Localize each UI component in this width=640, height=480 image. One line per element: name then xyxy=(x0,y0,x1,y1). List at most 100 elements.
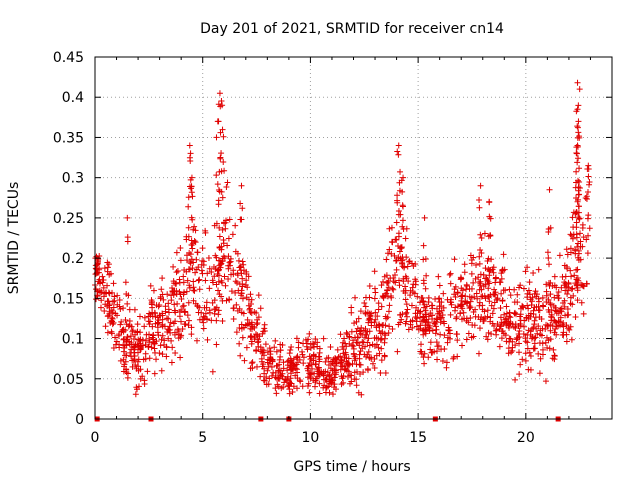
data-point xyxy=(436,282,443,289)
data-point xyxy=(399,188,406,195)
data-point xyxy=(221,273,228,280)
data-point xyxy=(244,321,251,328)
data-point xyxy=(164,329,171,336)
data-point xyxy=(500,251,507,258)
data-point xyxy=(451,291,458,298)
data-point xyxy=(230,271,237,278)
data-point xyxy=(461,269,468,276)
data-point xyxy=(503,338,510,345)
data-point xyxy=(563,246,570,253)
data-point xyxy=(186,154,193,161)
data-point xyxy=(574,159,581,166)
data-point xyxy=(202,229,209,236)
data-point xyxy=(350,343,357,350)
data-point xyxy=(194,249,201,256)
data-point xyxy=(418,341,425,348)
data-point xyxy=(498,290,505,297)
data-point xyxy=(545,255,552,262)
data-point xyxy=(96,266,103,273)
data-point xyxy=(478,235,485,242)
data-point xyxy=(133,365,140,372)
data-point xyxy=(340,350,347,357)
data-point xyxy=(357,371,364,378)
data-point xyxy=(485,255,492,262)
data-point xyxy=(213,254,220,261)
data-point xyxy=(360,369,367,376)
data-point xyxy=(217,154,224,161)
data-point xyxy=(257,305,264,312)
data-point xyxy=(575,277,582,284)
data-point xyxy=(300,360,307,367)
data-point xyxy=(418,318,425,325)
data-point xyxy=(248,296,255,303)
data-point xyxy=(562,273,569,280)
data-point xyxy=(236,340,243,347)
data-point xyxy=(573,282,580,289)
data-point xyxy=(131,306,138,313)
data-point xyxy=(270,369,277,376)
data-point xyxy=(243,344,250,351)
data-point xyxy=(216,291,223,298)
data-point xyxy=(426,325,433,332)
data-point xyxy=(248,310,255,317)
data-point xyxy=(305,336,312,343)
data-point xyxy=(553,331,560,338)
data-point xyxy=(344,362,351,369)
data-point xyxy=(185,266,192,273)
data-point xyxy=(555,310,562,317)
data-point xyxy=(584,215,591,222)
data-point xyxy=(312,361,319,368)
data-point xyxy=(484,307,491,314)
data-point xyxy=(584,250,591,257)
data-point xyxy=(292,365,299,372)
data-point xyxy=(378,303,385,310)
data-point xyxy=(375,300,382,307)
data-point xyxy=(190,278,197,285)
data-point xyxy=(388,224,395,231)
data-point xyxy=(398,316,405,323)
data-point xyxy=(248,338,255,345)
data-point xyxy=(348,304,355,311)
data-point xyxy=(205,254,212,261)
data-point xyxy=(368,355,375,362)
data-point xyxy=(564,305,571,312)
data-point xyxy=(573,209,580,216)
data-point xyxy=(575,247,582,254)
x-axis-label: GPS time / hours xyxy=(293,459,410,475)
data-point xyxy=(272,337,279,344)
data-point xyxy=(356,355,363,362)
data-point xyxy=(457,310,464,317)
data-point xyxy=(338,357,345,364)
data-point xyxy=(491,323,498,330)
data-point xyxy=(395,151,402,158)
data-point xyxy=(238,309,245,316)
data-point xyxy=(220,158,227,165)
data-point xyxy=(568,336,575,343)
data-point xyxy=(398,177,405,184)
data-point xyxy=(287,355,294,362)
data-point xyxy=(299,348,306,355)
data-point xyxy=(473,262,480,269)
data-point xyxy=(288,370,295,377)
data-point xyxy=(476,204,483,211)
data-point xyxy=(551,352,558,359)
data-point xyxy=(574,198,581,205)
data-point xyxy=(181,289,188,296)
data-point xyxy=(417,299,424,306)
data-point xyxy=(485,278,492,285)
data-point xyxy=(444,296,451,303)
data-point xyxy=(307,373,314,380)
data-point xyxy=(433,326,440,333)
data-point xyxy=(220,133,227,140)
data-point xyxy=(222,225,229,232)
data-point xyxy=(134,321,141,328)
data-point xyxy=(384,250,391,257)
data-point xyxy=(361,299,368,306)
data-point xyxy=(568,273,575,280)
data-point xyxy=(325,361,332,368)
data-point xyxy=(117,321,124,328)
data-point xyxy=(134,358,141,365)
data-point xyxy=(573,168,580,175)
data-point xyxy=(520,330,527,337)
data-point xyxy=(94,269,101,276)
